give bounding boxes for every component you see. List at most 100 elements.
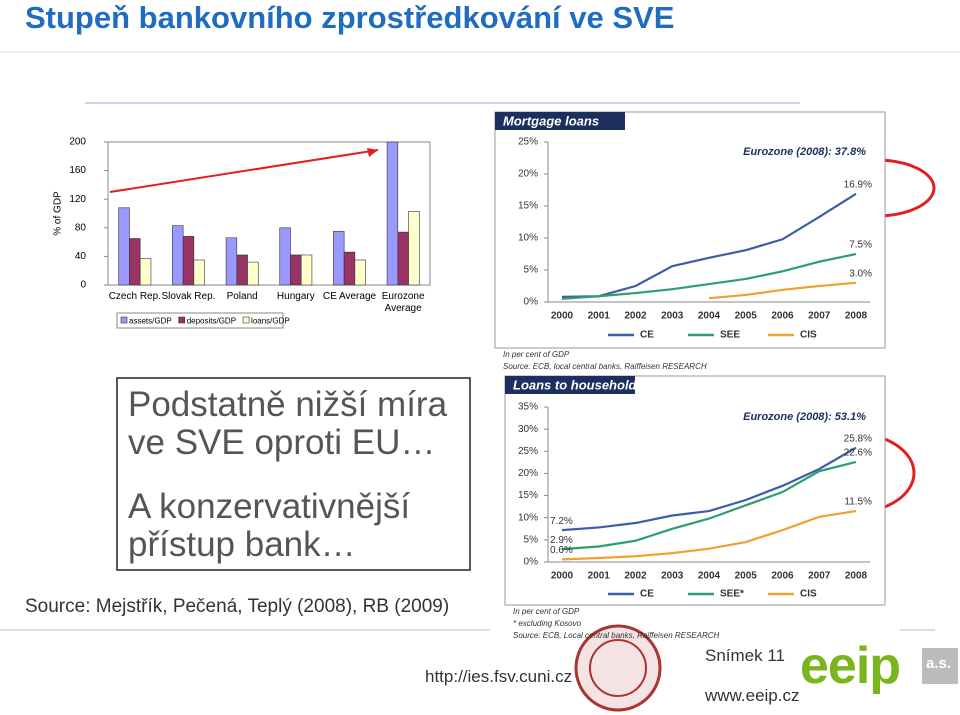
legend-label: SEE*: [720, 589, 744, 600]
footnote: In per cent of GDP: [503, 350, 570, 359]
value-label: 22.6%: [844, 448, 872, 459]
value-label: 25.8%: [844, 433, 872, 444]
legend-swatch: [178, 316, 185, 324]
bar: [386, 141, 399, 286]
footnote: Source: ECB, local central banks, Raiffe…: [503, 362, 707, 371]
value-label: 3.0%: [849, 268, 872, 279]
x-tick-label: 2007: [808, 571, 831, 582]
bar: [354, 259, 366, 286]
arrow-head: [367, 148, 378, 157]
logo-box: [922, 648, 958, 684]
x-tick-label: 2006: [771, 311, 794, 322]
footnote: Source: ECB, Local central banks, Raiffe…: [513, 631, 720, 640]
legend-label: CIS: [800, 589, 817, 600]
text-box: [116, 377, 471, 571]
annotation: Eurozone (2008): 53.1%: [743, 411, 866, 423]
x-tick-label: 2004: [698, 311, 721, 322]
legend-swatch: [242, 316, 250, 324]
bar: [408, 211, 420, 286]
y-tick-label: 20%: [518, 169, 538, 180]
panel-header: [495, 112, 625, 130]
y-tick-label: 200: [69, 137, 86, 148]
annotation: Eurozone (2008): 37.8%: [743, 146, 866, 158]
y-tick-label: 5%: [524, 265, 539, 276]
x-tick-label: 2005: [735, 311, 758, 322]
series-line: [561, 192, 857, 298]
y-tick-label: 5%: [524, 534, 539, 545]
footnote: In per cent of GDP: [513, 607, 580, 616]
series-line: [561, 460, 857, 551]
bar: [333, 231, 345, 286]
bar: [129, 238, 141, 286]
plot-frame: [107, 141, 431, 286]
box-text: A konzervativnější: [128, 487, 411, 526]
y-tick-label: 160: [69, 165, 86, 176]
y-axis-label: % of GDP: [53, 191, 64, 236]
logo: eeip: [800, 637, 901, 695]
bar: [193, 259, 205, 286]
series-line: [561, 252, 857, 300]
x-tick-label: 2001: [588, 311, 611, 322]
x-tick-label: 2007: [808, 311, 831, 322]
value-label: 7.2%: [550, 516, 573, 527]
x-tick-label: Czech Rep.: [108, 291, 161, 302]
x-tick-label: 2002: [624, 311, 647, 322]
x-tick-label: 2000: [551, 571, 574, 582]
x-tick-label: Eurozone Average: [381, 291, 425, 314]
x-tick-label: 2006: [771, 571, 794, 582]
y-tick-label: 0%: [524, 557, 539, 568]
y-tick-label: 15%: [518, 201, 538, 212]
box-text: přístup bank…: [128, 525, 356, 564]
slide-number: Snímek 11: [705, 646, 786, 665]
logo-suffix: a.s.: [926, 655, 952, 672]
legend-label: CE: [640, 330, 654, 341]
legend-frame: [116, 312, 284, 329]
university-seal: [574, 624, 662, 712]
bar: [236, 254, 248, 286]
y-tick-label: 10%: [518, 512, 538, 523]
x-tick-label: 2003: [661, 571, 684, 582]
legend-swatch: [120, 316, 128, 324]
panel-frame: [494, 111, 886, 349]
bar: [343, 251, 356, 286]
panel-frame: [504, 375, 886, 606]
x-tick-label: 2005: [735, 571, 758, 582]
bar: [300, 254, 313, 286]
y-tick-label: 30%: [518, 424, 538, 435]
university-seal: [589, 639, 647, 697]
website: www.eeip.cz: [705, 686, 800, 705]
y-tick-label: 25%: [518, 137, 538, 148]
x-tick-label: Hungary: [276, 291, 315, 302]
footnote: * excluding Kosovo: [513, 619, 582, 628]
x-tick-label: 2002: [624, 571, 647, 582]
legend-label: CIS: [800, 330, 817, 341]
y-tick-label: 80: [75, 222, 87, 233]
box-text: ve SVE oproti EU…: [128, 423, 436, 462]
bar: [290, 254, 302, 286]
y-tick-label: 10%: [518, 233, 538, 244]
box-text: Podstatně nižší míra: [128, 385, 448, 424]
chart-title: Mortgage loans: [503, 113, 599, 128]
x-tick-label: CE Average: [322, 291, 377, 302]
y-tick-label: 15%: [518, 490, 538, 501]
chart-title: Loans to households: [513, 377, 644, 392]
x-tick-label: 2000: [551, 311, 574, 322]
series-line: [561, 446, 857, 532]
value-label: 2.9%: [550, 535, 573, 546]
x-tick-label: 2003: [661, 311, 684, 322]
x-tick-label: Slovak Rep.: [161, 291, 216, 302]
legend-label: SEE: [720, 330, 740, 341]
bar: [118, 207, 130, 286]
legend-label: CE: [640, 589, 654, 600]
x-tick-label: 2004: [698, 571, 721, 582]
y-tick-label: 120: [69, 194, 86, 205]
x-tick-label: 2008: [845, 571, 868, 582]
bar: [139, 258, 152, 286]
source: Source: Mejstřík, Pečená, Teplý (2008), …: [25, 596, 450, 617]
x-tick-label: Poland: [226, 291, 258, 302]
bar: [182, 236, 195, 286]
y-tick-label: 40: [75, 251, 87, 262]
bar: [397, 231, 409, 286]
